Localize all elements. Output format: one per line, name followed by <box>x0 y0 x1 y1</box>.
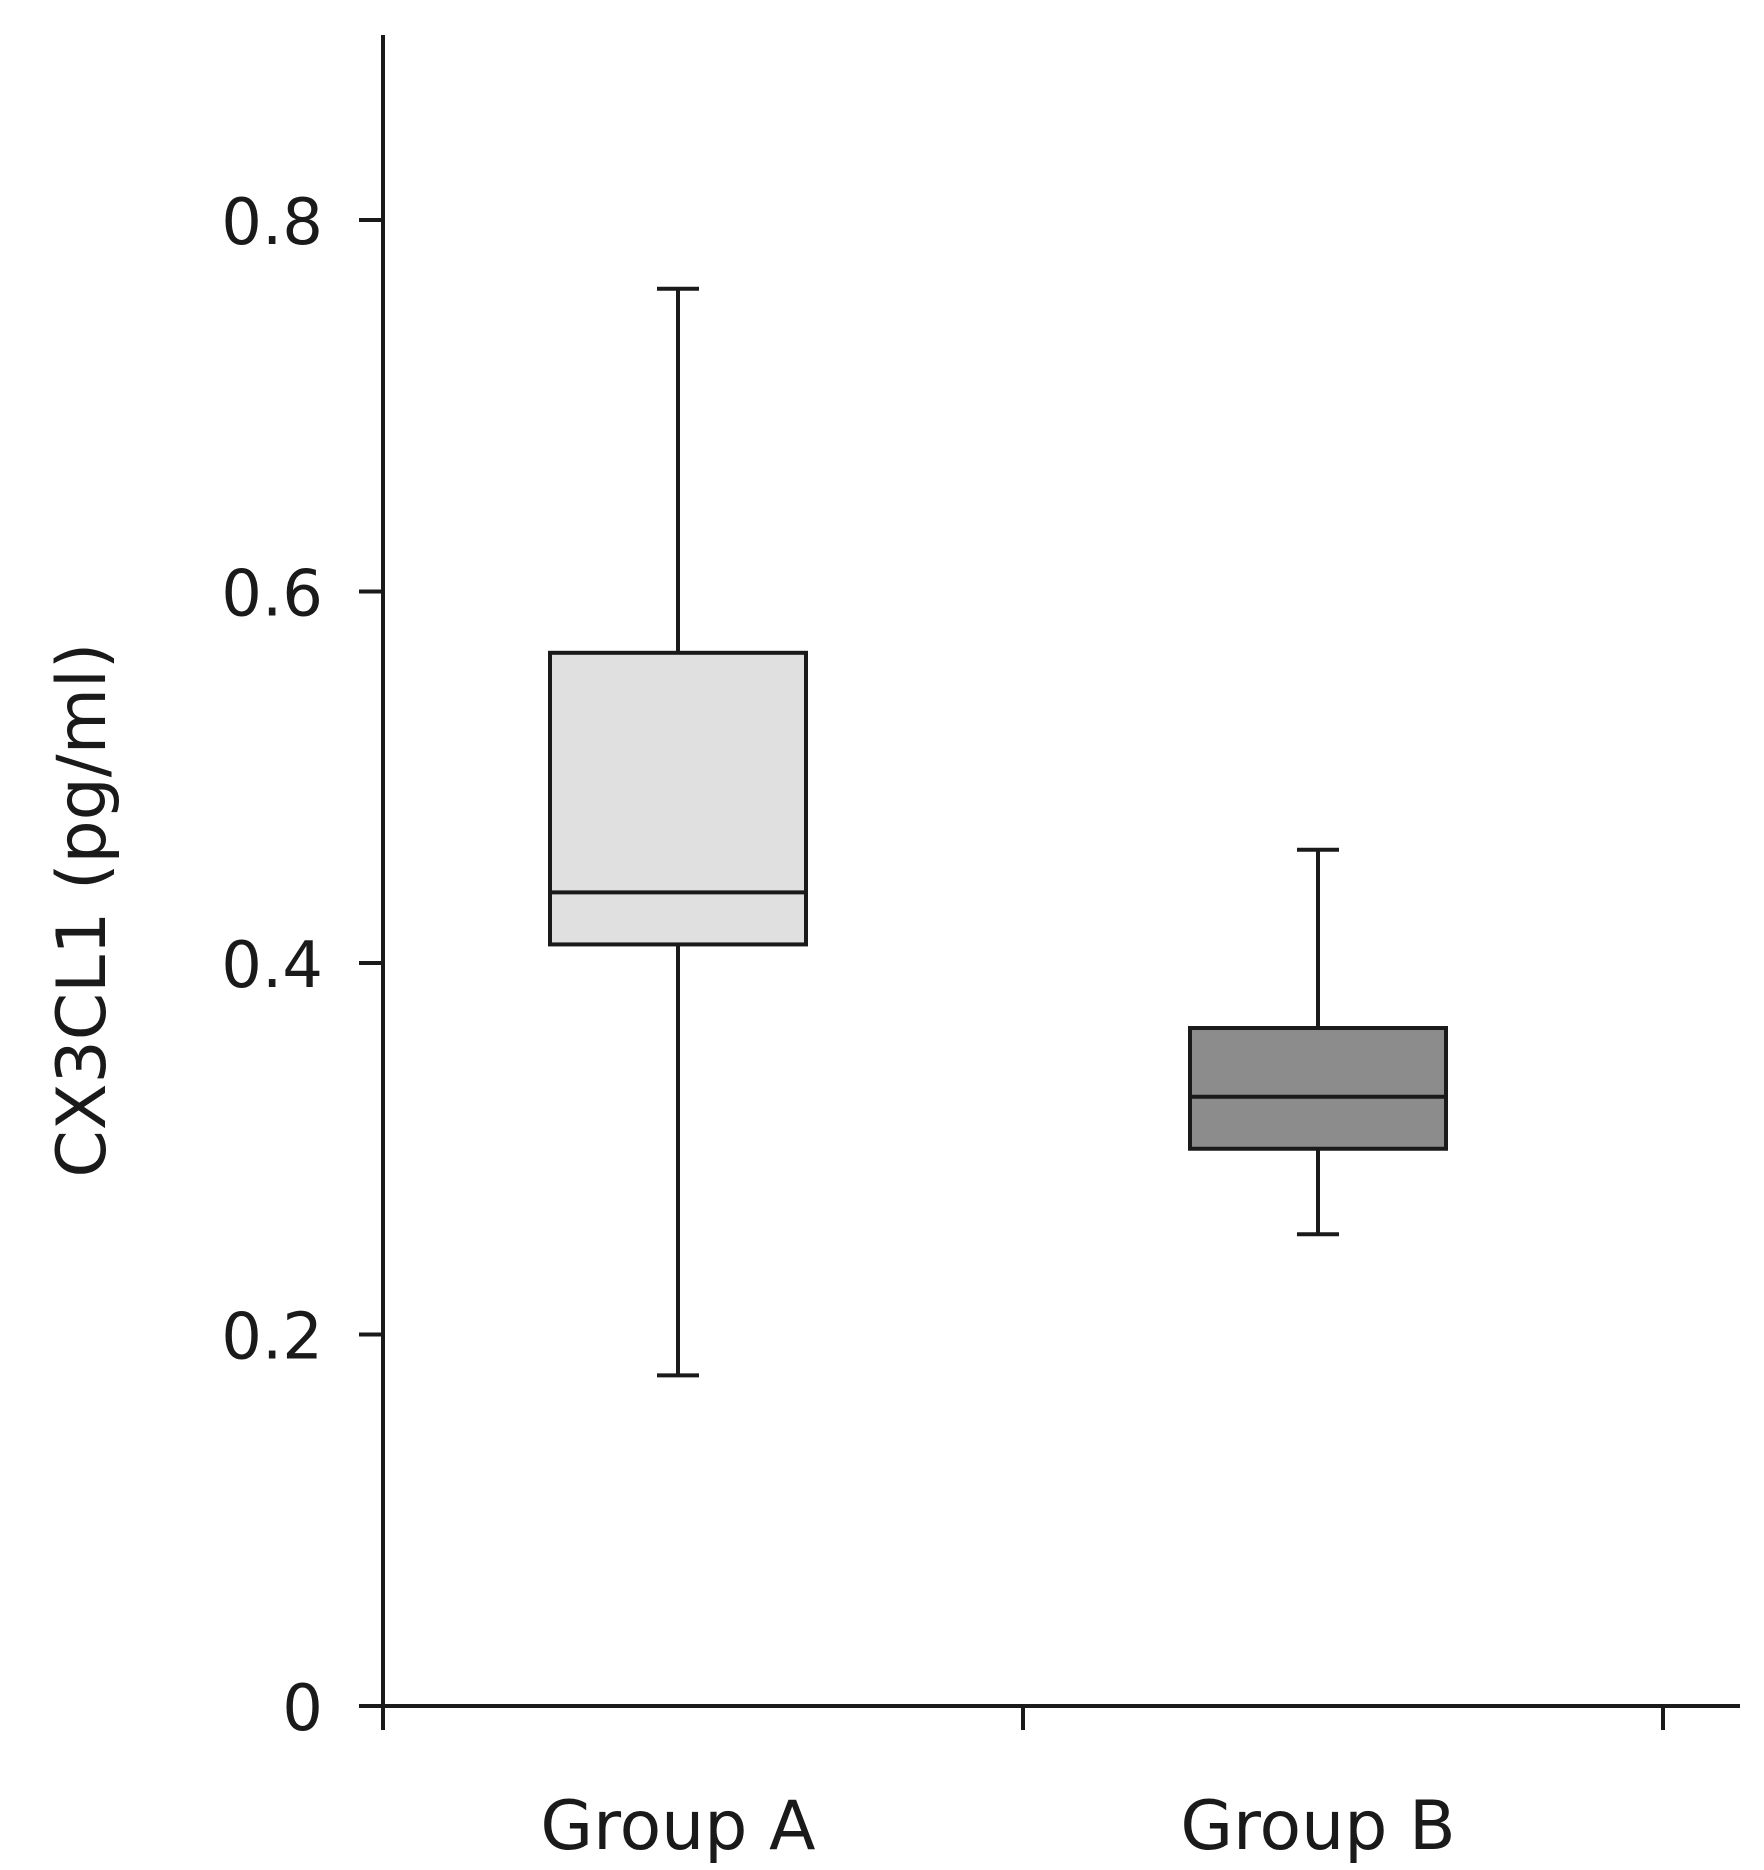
x-category-label-0: Group A <box>540 1787 815 1866</box>
x-ticks: Group A Group B <box>381 1706 1665 1866</box>
iqr-box <box>548 650 808 947</box>
boxes <box>548 286 1448 1378</box>
y-tick-label-1: 0.2 <box>221 1301 323 1375</box>
y-tick-label-4: 0.8 <box>221 186 323 260</box>
y-tick-label-0: 0 <box>282 1672 323 1746</box>
box-group-a <box>548 286 808 1378</box>
axes <box>359 35 1740 1708</box>
y-axis-title: CX3CL1 (pg/ml) <box>43 643 122 1178</box>
iqr-box <box>1188 1026 1448 1151</box>
y-tick-label-3: 0.6 <box>221 558 323 632</box>
y-ticks: 0 0.2 0.4 0.6 0.8 <box>221 186 383 1746</box>
x-category-label-1: Group B <box>1180 1787 1455 1866</box>
box-group-b <box>1188 847 1448 1237</box>
y-tick-label-2: 0.4 <box>221 929 323 1003</box>
